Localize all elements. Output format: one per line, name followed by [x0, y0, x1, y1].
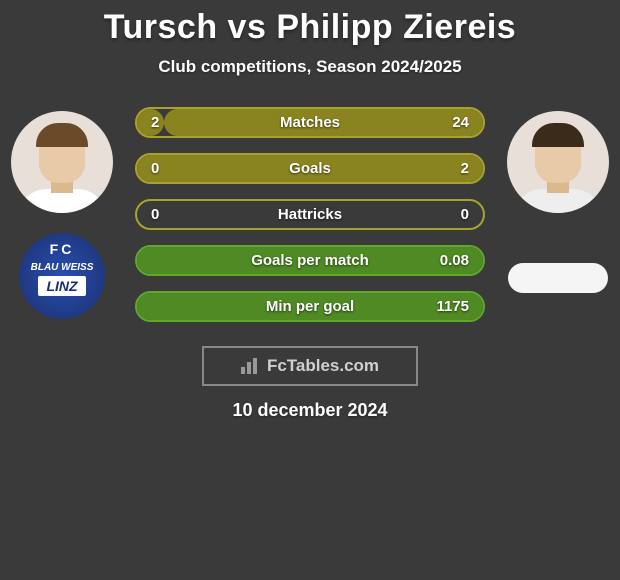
stat-right-value: 0.08	[409, 252, 469, 269]
club-badge-bottom: LINZ	[38, 276, 85, 296]
stat-label: Goals	[211, 160, 409, 177]
club-badge-top: FC	[50, 241, 75, 257]
stat-right-value: 1175	[409, 298, 469, 315]
stat-left-value: 0	[151, 206, 211, 223]
date-line: 10 december 2024	[0, 400, 620, 421]
stats-column: 2Matches240Goals20Hattricks0Goals per ma…	[135, 107, 485, 322]
stat-left-value: 0	[151, 160, 211, 177]
club-badge-mid: BLAU WEISS	[31, 262, 94, 273]
left-column: FC BLAU WEISS LINZ	[7, 111, 117, 319]
player-right-avatar	[507, 111, 609, 213]
subtitle: Club competitions, Season 2024/2025	[0, 57, 620, 77]
stat-row: 0Goals2	[135, 153, 485, 184]
stat-right-value: 0	[409, 206, 469, 223]
chart-icon	[241, 358, 261, 374]
stat-label: Hattricks	[211, 206, 409, 223]
comparison-infographic: Tursch vs Philipp Ziereis Club competiti…	[0, 0, 620, 421]
stat-label: Min per goal	[211, 298, 409, 315]
right-column	[503, 111, 613, 293]
stat-right-value: 24	[409, 114, 469, 131]
watermark-text: FcTables.com	[267, 356, 379, 376]
player-left-club-badge: FC BLAU WEISS LINZ	[19, 233, 105, 319]
stat-row: 2Matches24	[135, 107, 485, 138]
player-right-club-badge	[508, 263, 608, 293]
stat-row: 0Hattricks0	[135, 199, 485, 230]
stat-label: Goals per match	[211, 252, 409, 269]
page-title: Tursch vs Philipp Ziereis	[0, 8, 620, 47]
watermark-box: FcTables.com	[202, 346, 418, 386]
stat-label: Matches	[211, 114, 409, 131]
stat-right-value: 2	[409, 160, 469, 177]
content-row: FC BLAU WEISS LINZ 2Matches240Goals20Hat…	[0, 107, 620, 322]
player-left-avatar	[11, 111, 113, 213]
stat-left-value: 2	[151, 114, 211, 131]
stat-row: Goals per match0.08	[135, 245, 485, 276]
stat-row: Min per goal1175	[135, 291, 485, 322]
